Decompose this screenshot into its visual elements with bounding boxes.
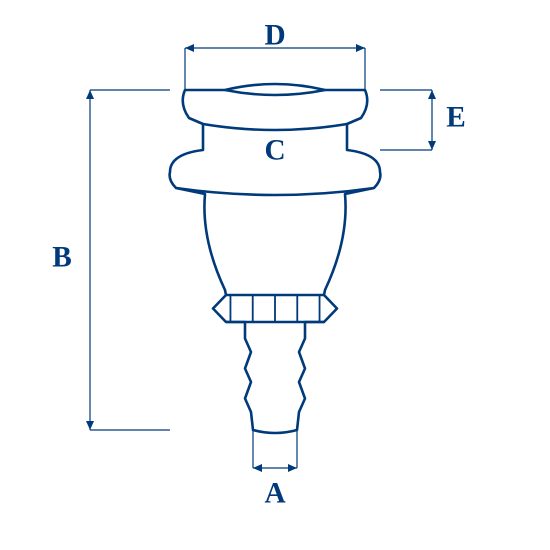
dimension-diagram: A B C D E [0, 0, 550, 550]
dimension-label-e: E [446, 102, 466, 134]
dimension-label-c: C [264, 135, 285, 167]
dimension-label-b: B [52, 242, 72, 274]
dimension-label-d: D [264, 20, 285, 52]
dimension-label-a: A [264, 478, 285, 510]
